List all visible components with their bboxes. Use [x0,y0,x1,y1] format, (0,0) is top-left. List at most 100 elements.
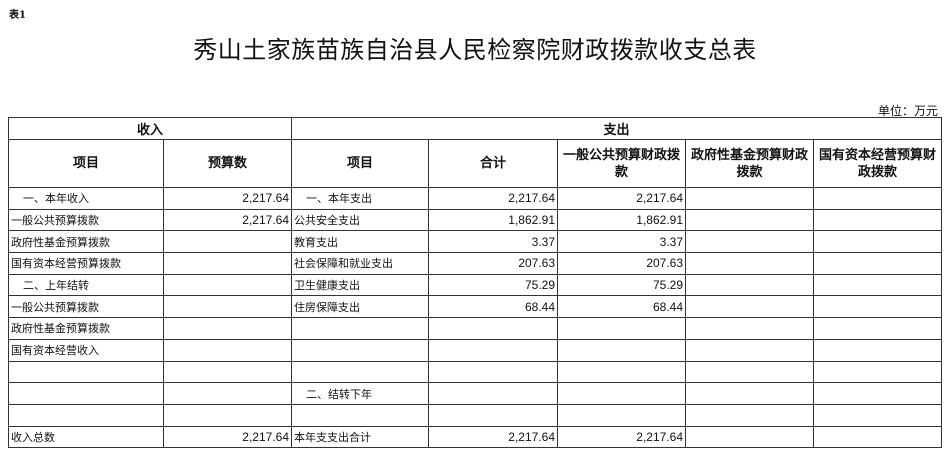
table-row [8,403,943,427]
table-cell: 一般公共预算拨款 [8,208,164,232]
table-cell [685,295,815,319]
table-cell: 二、结转下年 [291,382,430,405]
table-row [8,360,943,384]
table-cell [557,403,687,427]
table-cell [685,317,815,340]
table-cell: 3.37 [428,230,559,254]
table-cell: 一、本年支出 [291,187,430,210]
table-cell [428,338,559,362]
expense-header: 支出 [291,117,943,140]
table-cell [162,252,293,275]
table-cell [162,230,293,254]
table-cell: 2,217.64 [428,425,559,449]
table-cell [813,252,943,275]
table-cell [557,382,687,405]
table-cell [428,360,559,384]
column-header: 项目 [8,139,164,188]
table-cell [162,317,293,340]
table-cell [813,338,943,362]
table-cell [813,208,943,232]
table-cell [557,360,687,384]
column-header: 国有资本经营预算财政拨款 [813,139,943,188]
table-cell [557,338,687,362]
table-cell: 二、上年结转 [8,273,164,297]
table-cell: 卫生健康支出 [291,273,430,297]
table-cell [557,317,687,340]
table-cell [813,273,943,297]
table-cell [813,295,943,319]
table-cell: 2,217.64 [557,187,687,210]
table-row: 二、上年结转 卫生健康支出 75.29 75.29 [8,273,943,297]
table-cell: 2,217.64 [162,425,293,449]
table-cell: 2,217.64 [557,425,687,449]
table-cell [8,403,164,427]
table-cell [428,403,559,427]
table-cell [813,317,943,340]
table-cell [162,338,293,362]
column-header: 一般公共预算财政拨款 [557,139,687,188]
table-cell [813,403,943,427]
table-cell: 1,862.91 [557,208,687,232]
table-cell: 1,862.91 [428,208,559,232]
table-cell: 2,217.64 [162,208,293,232]
table-cell [685,273,815,297]
table-row: 一般公共预算拨款 2,217.64 公共安全支出 1,862.91 1,862.91 [8,208,943,232]
table-row: 国有资本经营预算拨款 社会保障和就业支出 207.63 207.63 [8,252,943,275]
column-header: 项目 [291,139,430,188]
table-cell: 本年支支出合计 [291,425,430,449]
table-cell [428,317,559,340]
table-cell [685,187,815,210]
table-cell [685,252,815,275]
table-cell: 68.44 [428,295,559,319]
table-cell: 一般公共预算拨款 [8,295,164,319]
table-cell: 政府性基金预算拨款 [8,230,164,254]
table-cell: 75.29 [428,273,559,297]
table-row: 收入总数 2,217.64 本年支支出合计 2,217.64 2,217.64 [8,425,943,449]
table-cell [685,360,815,384]
table-cell [685,382,815,405]
table-row: 一般公共预算拨款 住房保障支出 68.44 68.44 [8,295,943,319]
income-header: 收入 [7,117,293,140]
table-cell [685,425,815,449]
budget-table: 收入 支出 项目 预算数 项目 合计 一般公共预算财政拨款 政府性基金预算财政拨款 国有资本… [7,117,943,449]
page-title: 秀山土家族苗族自治县人民检察院财政拨款收支总表 [193,36,757,64]
table-cell [162,382,293,405]
table-cell [685,230,815,254]
table-cell: 国有资本经营收入 [8,338,164,362]
table-cell [291,360,430,384]
table-cell [685,338,815,362]
unit-label: 单位：万元 [877,104,938,118]
table-cell: 政府性基金预算拨款 [8,317,164,340]
table-cell [813,230,943,254]
table-cell [685,403,815,427]
table-cell: 国有资本经营预算拨款 [8,252,164,275]
table-row: 国有资本经营收入 [8,338,943,362]
table-cell: 75.29 [557,273,687,297]
table-cell [8,382,164,405]
table-cell: 3.37 [557,230,687,254]
table-row: 政府性基金预算拨款 教育支出 3.37 3.37 [8,230,943,254]
table-cell [685,208,815,232]
table-label: 表1 [9,10,26,21]
table-cell [428,382,559,405]
table-cell [291,338,430,362]
table-row: 二、结转下年 [8,382,943,405]
table-cell [813,382,943,405]
table-cell: 207.63 [557,252,687,275]
table-cell [8,360,164,384]
table-cell: 一、本年收入 [8,187,164,210]
column-header: 预算数 [162,139,293,188]
table-cell [813,425,943,449]
table-cell: 社会保障和就业支出 [291,252,430,275]
table-cell [813,187,943,210]
table-cell: 公共安全支出 [291,208,430,232]
table-cell [813,360,943,384]
table-cell: 住房保障支出 [291,295,430,319]
table-cell: 2,217.64 [428,187,559,210]
table-row: 政府性基金预算拨款 [8,317,943,340]
table-cell: 207.63 [428,252,559,275]
table-cell [162,360,293,384]
table-cell [162,273,293,297]
table-cell: 教育支出 [291,230,430,254]
table-cell [162,295,293,319]
